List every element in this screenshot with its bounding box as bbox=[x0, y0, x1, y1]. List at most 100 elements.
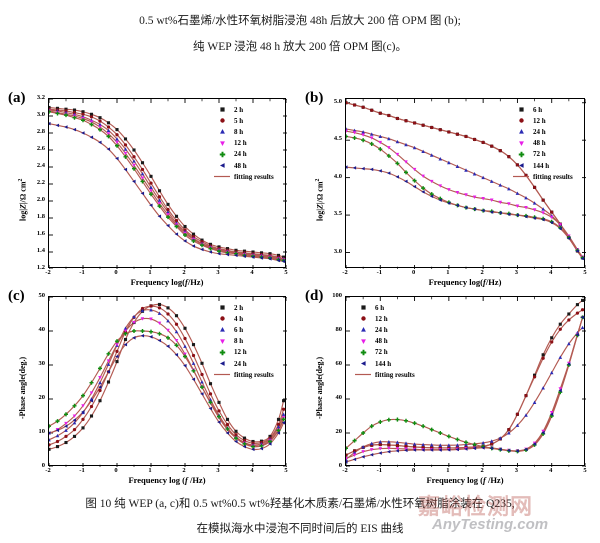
legend-item[interactable]: 24 h bbox=[214, 358, 280, 369]
figure-panels-container: (a) -2 -1 0 1 2 3 4 5 1.2 1.4 1.6 1.8 2.0 2.2 2.4 2.6 2.8… bbox=[0, 88, 600, 490]
x-tick-label: 2 bbox=[182, 269, 186, 276]
legend-item-label: 6 h bbox=[533, 105, 543, 114]
square-marker-icon bbox=[214, 303, 230, 312]
plot-canvas-a bbox=[49, 99, 287, 269]
series-markers-4h bbox=[49, 304, 286, 447]
legend-item[interactable]: 12 h bbox=[214, 138, 280, 149]
legend-item-label: 12 h bbox=[533, 116, 546, 125]
legend-item-label: 24 h bbox=[234, 150, 247, 159]
legend-item[interactable]: 8 h bbox=[214, 336, 280, 347]
bottom-caption-block: 图 10 纯 WEP (a, c)和 0.5 wt%0.5 wt%羟基化木质素/… bbox=[0, 492, 600, 542]
y-tick-label: 0 bbox=[338, 462, 342, 469]
circle-marker-icon bbox=[214, 116, 230, 125]
watermark-chinese: 嘉峪检测网 bbox=[418, 495, 534, 520]
legend-item-label: 24 h bbox=[533, 127, 546, 136]
legend-item[interactable]: 24 h bbox=[214, 149, 280, 160]
y-tick-label: 2.4 bbox=[36, 162, 45, 169]
triangle-up-marker-icon bbox=[214, 127, 230, 136]
x-tick-label: 5 bbox=[583, 467, 587, 474]
legend-item[interactable]: 6 h bbox=[513, 104, 579, 115]
legend-item[interactable]: 144 h bbox=[355, 358, 421, 369]
plot-canvas-b bbox=[346, 99, 586, 269]
legend-item[interactable]: 2 h bbox=[214, 302, 280, 313]
legend-item[interactable]: 12 h bbox=[214, 347, 280, 358]
legend-item[interactable]: 48 h bbox=[355, 336, 421, 347]
y-tick-label: 40 bbox=[38, 326, 46, 333]
legend-item-label: 48 h bbox=[533, 139, 546, 148]
x-tick-label: 4 bbox=[250, 467, 254, 474]
x-tick-label: 1 bbox=[446, 269, 450, 276]
x-tick-label: 0 bbox=[114, 269, 118, 276]
plot-area-c bbox=[48, 296, 287, 467]
legend-item[interactable]: 48 h bbox=[214, 160, 280, 171]
y-tick-label: 3.0 bbox=[333, 247, 342, 255]
triangle-left-marker-icon bbox=[513, 161, 529, 170]
x-tick-label: 0 bbox=[411, 467, 416, 474]
y-tick-label: 2.6 bbox=[36, 145, 45, 152]
x-tick-label: 5 bbox=[583, 269, 587, 276]
legend-item[interactable]: 8 h bbox=[214, 126, 280, 137]
legend-item-fitting-results[interactable]: fitting results bbox=[513, 171, 579, 182]
legend-item[interactable]: 6 h bbox=[214, 324, 280, 335]
panel-label-a: (a) bbox=[8, 90, 26, 106]
x-axis-label-a: Frequency log(f/Hz) bbox=[130, 277, 204, 287]
legend-item[interactable]: 72 h bbox=[355, 347, 421, 358]
panel-label-c: (c) bbox=[8, 288, 25, 304]
y-tick-label: 1.2 bbox=[36, 264, 45, 271]
panel-label-d: (d) bbox=[305, 288, 324, 304]
x-tick-label: 3 bbox=[216, 269, 220, 276]
legend-item[interactable]: 12 h bbox=[513, 115, 579, 126]
circle-marker-icon bbox=[355, 314, 371, 323]
star-plus-marker-icon bbox=[214, 150, 230, 159]
star-plus-marker-icon bbox=[355, 348, 371, 357]
y-tick-label: 1.6 bbox=[36, 230, 45, 237]
legend-item-label: 24 h bbox=[375, 325, 388, 334]
x-tick-label: 1 bbox=[148, 467, 152, 474]
star-plus-marker-icon bbox=[214, 348, 230, 357]
circle-marker-icon bbox=[513, 116, 529, 125]
legend-item[interactable]: 4 h bbox=[214, 313, 280, 324]
y-tick-label: 100 bbox=[332, 292, 342, 299]
legend-item[interactable]: 5 h bbox=[214, 115, 280, 126]
y-tick-label: 20 bbox=[335, 428, 343, 435]
y-tick-label: 30 bbox=[38, 360, 46, 367]
plot-canvas-d bbox=[346, 297, 586, 467]
x-tick-label: 1 bbox=[148, 269, 152, 276]
triangle-left-marker-icon bbox=[355, 359, 371, 368]
x-tick-label: -2 bbox=[45, 269, 51, 276]
legend-item[interactable]: 12 h bbox=[355, 313, 421, 324]
legend-item[interactable]: 144 h bbox=[513, 160, 579, 171]
legend-item[interactable]: 6 h bbox=[355, 302, 421, 313]
legend-item[interactable]: 24 h bbox=[513, 126, 579, 137]
triangle-up-marker-icon bbox=[214, 325, 230, 334]
legend-item[interactable]: 2 h bbox=[214, 104, 280, 115]
legend-item-fitting-results[interactable]: fitting results bbox=[214, 369, 280, 380]
x-axis-label-b: Frequency log(f/Hz) bbox=[428, 277, 502, 287]
y-tick-label: 60 bbox=[335, 360, 343, 367]
legend-item[interactable]: 48 h bbox=[513, 138, 579, 149]
y-tick-label: 3.0 bbox=[36, 111, 45, 118]
legend-item-label: 2 h bbox=[234, 303, 244, 312]
y-tick-label: 0 bbox=[41, 462, 45, 469]
legend-item-label: 48 h bbox=[375, 337, 388, 346]
y-tick-label: 1.8 bbox=[36, 213, 45, 220]
bottom-caption-line-2: 在模拟海水中浸泡不同时间后的 EIS 曲线 bbox=[196, 523, 404, 535]
y-axis-label-b: log|Z|/Ω cm2 bbox=[315, 178, 325, 221]
series-markers-24h bbox=[49, 333, 286, 452]
y-tick-label: 4.0 bbox=[333, 172, 342, 180]
watermark-english: AnyTesting.com bbox=[432, 516, 549, 533]
legend-item-fitting-results[interactable]: fitting results bbox=[355, 369, 421, 380]
legend-item[interactable]: 72 h bbox=[513, 149, 579, 160]
x-tick-label: 5 bbox=[284, 467, 288, 474]
x-tick-label: 5 bbox=[284, 269, 288, 276]
series-markers-2h bbox=[49, 105, 286, 259]
legend-c: 2 h 4 h 6 h 8 h 12 h 24 h fitting results bbox=[214, 302, 280, 380]
top-caption-line-2: 纯 WEP 浸泡 48 h 放大 200 倍 OPM 图(c)。 bbox=[193, 41, 407, 53]
legend-d: 6 h 12 h 24 h 48 h 72 h 144 h fitting results bbox=[355, 302, 421, 380]
legend-b: 6 h 12 h 24 h 48 h 72 h 144 h fitting results bbox=[513, 104, 579, 182]
legend-item-fitting-results[interactable]: fitting results bbox=[214, 171, 280, 182]
x-tick-label: 3 bbox=[514, 269, 519, 276]
y-tick-label: 2.0 bbox=[36, 196, 45, 203]
y-tick-label: 10 bbox=[38, 428, 46, 435]
legend-item[interactable]: 24 h bbox=[355, 324, 421, 335]
